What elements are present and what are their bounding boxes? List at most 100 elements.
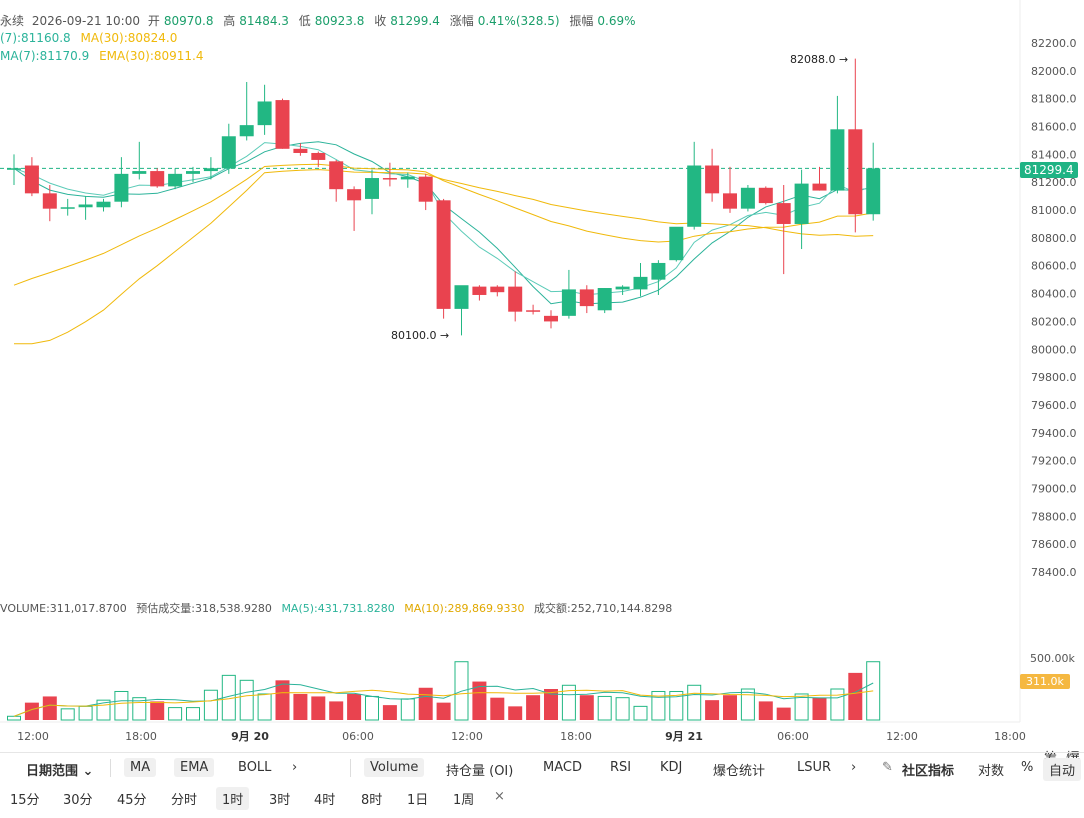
volume-bar: [758, 701, 773, 720]
volume-bar: [418, 687, 433, 720]
edit-icon[interactable]: ✎: [882, 760, 893, 775]
candle-body: [866, 168, 881, 215]
divider: [110, 759, 111, 777]
ema7-value: MA(7):81170.9: [0, 49, 90, 63]
time-axis: 12:00 18:00 9月 20 06:00 12:00 18:00 9月 21 06:00…: [17, 730, 1026, 743]
candle-body: [705, 165, 720, 194]
macd-button[interactable]: MACD: [543, 760, 582, 775]
rsi-button[interactable]: RSI: [610, 760, 632, 775]
interval-15m[interactable]: 15分: [10, 793, 40, 808]
low-value: 80923.8: [314, 14, 365, 28]
ma30-value: MA(30):80824.0: [80, 31, 178, 45]
candle-body: [257, 101, 272, 126]
chevron-right-icon[interactable]: ›: [851, 760, 857, 775]
candle-body: [758, 187, 773, 204]
candle-body: [651, 262, 666, 280]
ma-indicator-button[interactable]: MA: [124, 758, 157, 777]
interval-4h[interactable]: 4时: [314, 793, 336, 808]
volume-bar: [293, 693, 308, 720]
high-label: 高: [223, 14, 236, 28]
candle-body: [186, 171, 200, 174]
percent-scale-toggle[interactable]: %: [1021, 760, 1034, 775]
volume-bar: [794, 693, 809, 721]
candle-body: [454, 285, 469, 309]
current-price-tag: 81299.4: [1020, 162, 1078, 178]
volume-bar: [60, 708, 75, 721]
volume-bar: [114, 690, 129, 721]
price-tick: 81800.0: [1031, 93, 1077, 106]
price-tick: 81200.0: [1031, 176, 1077, 189]
price-tick: 81400.0: [1031, 148, 1077, 161]
volume-bar: [633, 705, 648, 721]
kdj-button[interactable]: KDJ: [660, 760, 683, 775]
lsur-button[interactable]: LSUR: [797, 760, 832, 775]
candle-body: [60, 207, 75, 209]
candle-body: [329, 161, 344, 190]
interval-8h[interactable]: 8时: [361, 793, 383, 808]
volume-bar: [776, 707, 791, 720]
interval-toolbar: 15分 30分 45分 分时 1时 3时 4时 8时 1日 1周 ×: [0, 782, 1084, 812]
time-tick: 18:00: [994, 730, 1026, 743]
candle-body: [168, 173, 183, 187]
log-scale-toggle[interactable]: 对数: [978, 764, 1005, 779]
volume-bar: [490, 697, 505, 720]
volume-bar: [78, 705, 93, 721]
candle-body: [418, 176, 433, 202]
community-indicators-button[interactable]: 社区指标: [902, 764, 955, 779]
date-range-dropdown[interactable]: 日期范围 ⌄: [26, 764, 94, 779]
auto-scale-toggle[interactable]: 自动: [1043, 758, 1082, 781]
time-tick: 12:00: [17, 730, 49, 743]
volume-bar: [866, 661, 881, 721]
price-tick: 82200.0: [1031, 37, 1077, 50]
liquidation-stats-button[interactable]: 爆仓统计: [713, 764, 766, 779]
price-tick: 81000.0: [1031, 204, 1077, 217]
interval-1h[interactable]: 1时: [216, 787, 250, 810]
price-tick: 79400.0: [1031, 427, 1077, 440]
price-tick: 78800.0: [1031, 510, 1077, 523]
volume-bar: [132, 697, 147, 721]
candle-body: [221, 136, 236, 169]
price-tick: 79800.0: [1031, 371, 1077, 384]
ema-legend: MA(7):81170.9 EMA(30):80911.4: [0, 49, 204, 63]
interval-1w[interactable]: 1周: [453, 793, 475, 808]
volume-ma10: MA(10):289,869.9330: [404, 602, 525, 615]
volume-indicator-button[interactable]: Volume: [364, 758, 425, 777]
price-tick: 80800.0: [1031, 232, 1077, 245]
volume-legend: VOLUME:311,017.8700 预估成交量:318,538.9280 M…: [0, 600, 672, 616]
volume-bar: [723, 695, 737, 720]
volume-bar: [7, 715, 21, 721]
volume-bar: [24, 702, 39, 720]
price-tick: 79000.0: [1031, 482, 1077, 495]
candle-body: [150, 171, 165, 187]
candle-body: [472, 286, 487, 295]
volume-bar: [150, 701, 165, 720]
price-tick: 81600.0: [1031, 121, 1077, 134]
volume-bar: [347, 693, 362, 720]
chevron-right-icon[interactable]: ›: [292, 760, 298, 775]
candlestick-chart[interactable]: 82200.0 82000.0 81800.0 81600.0 81400.0 81200…: [0, 0, 1084, 752]
close-icon[interactable]: ×: [494, 789, 505, 804]
interval-1d[interactable]: 1日: [407, 793, 429, 808]
price-tick: 78600.0: [1031, 538, 1077, 551]
interval-45m[interactable]: 45分: [117, 793, 147, 808]
interval-30m[interactable]: 30分: [63, 793, 93, 808]
candle-body: [436, 200, 451, 309]
price-tick: 79600.0: [1031, 399, 1077, 412]
boll-indicator-button[interactable]: BOLL: [238, 760, 272, 775]
change-value: 0.41%(328.5): [477, 14, 560, 28]
candle-body: [293, 148, 308, 153]
volume-bar: [544, 689, 558, 720]
ema-indicator-button[interactable]: EMA: [174, 758, 215, 777]
volume-bar: [400, 698, 415, 721]
time-tick: 12:00: [451, 730, 483, 743]
volume-bar: [275, 680, 290, 720]
interval-3h[interactable]: 3时: [269, 793, 291, 808]
interval-time-share[interactable]: 分时: [171, 793, 198, 808]
volume-ma-lines: [13, 682, 874, 717]
volume-bar: [651, 690, 666, 721]
volume-bar: [812, 697, 827, 720]
candles: [7, 58, 881, 336]
volume-bar: [579, 695, 594, 720]
open-interest-button[interactable]: 持仓量 (OI): [446, 764, 514, 779]
